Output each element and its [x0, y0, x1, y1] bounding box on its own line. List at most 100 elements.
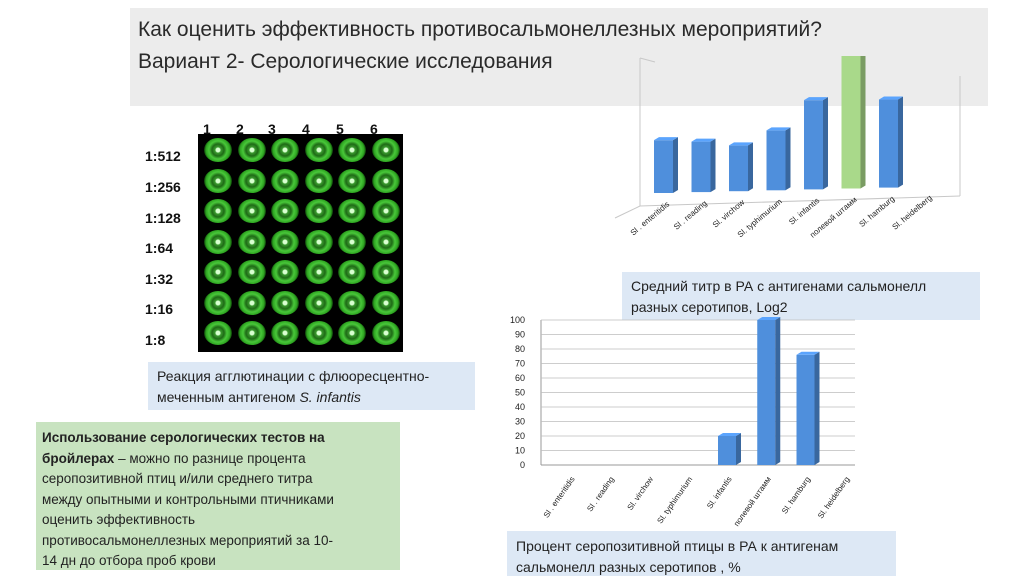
chart2-bar [718, 433, 741, 465]
chart-mean-titer: Sl . enteritidis Sl . reading Sl. virchowS… [614, 56, 961, 240]
chart2-ytick-label: 30 [515, 417, 525, 427]
plate-caption-line2: меченным антигеном S. infantis [157, 387, 466, 408]
plate-row-label: 1:256 [145, 179, 181, 195]
plate-well [271, 229, 299, 254]
plate-column-label: 1 [203, 121, 211, 137]
plate-well [304, 321, 333, 345]
plate-well [204, 290, 232, 315]
plate-well [237, 168, 266, 193]
info-line: бройлерах – можно по разнице процента [42, 449, 394, 470]
plate-well [237, 290, 266, 315]
slide-subtitle: Вариант 2- Серологические исследования [138, 50, 553, 73]
chart2-category-label: Sl. heidelberg [816, 475, 851, 520]
info-line: противосальмонеллезных мероприятий за 10… [42, 532, 334, 548]
chart1-bar [654, 137, 678, 193]
plate-well [204, 321, 232, 345]
chart2-category-label: Sl. infantis [705, 475, 734, 510]
chart1-category-label: Sl. virchow [711, 198, 747, 230]
chart1-category-label: Sl. heidelberg [891, 193, 934, 231]
plate-well [304, 290, 333, 315]
info-line: серопозитивной птиц и/или среднего титра [42, 471, 313, 486]
plate-well [204, 138, 232, 162]
chart2-ytick-label: 60 [515, 373, 525, 383]
chart2-category-label: полевой штамм [732, 475, 773, 528]
plate-well [237, 199, 266, 223]
plate-well [237, 138, 266, 162]
info-line: Использование серологических тестов на [42, 428, 394, 449]
plate-row-label: 1:8 [145, 332, 166, 348]
plate-well [304, 260, 333, 284]
chart2-ytick-label: 80 [515, 344, 525, 354]
chart2-bar [796, 351, 820, 465]
chart1-bar [804, 97, 828, 190]
info-text: – можно по разнице процента [114, 450, 306, 466]
plate-well [371, 260, 400, 284]
plate-column-label: 2 [236, 121, 244, 137]
chart2-ytick-label: 0 [520, 460, 525, 470]
plate-well [204, 260, 232, 284]
plate-well [338, 260, 366, 284]
chart2-category-label: Sl. hamburg [780, 475, 812, 516]
plate-well [204, 168, 232, 193]
plate-well [237, 229, 266, 254]
plate-well [338, 229, 366, 254]
plate-column-numbers: 1 2 3 4 5 6 [198, 121, 403, 139]
chart1-frame [614, 57, 961, 219]
plate-well [338, 138, 366, 162]
plate-row-label: 1:16 [145, 301, 174, 317]
plate-well [371, 229, 400, 254]
chart1-bar [879, 96, 903, 188]
info-bold: Использование серологических тестов на [42, 430, 325, 445]
chart2-category-label: Sl . enteritidis [542, 475, 577, 520]
chart2-ytick-label: 20 [515, 431, 525, 441]
chart2-caption-line1: Процент серопозитивной птицы в РА к анти… [516, 538, 839, 554]
slide-title: Как оценить эффективность противосальмон… [138, 18, 822, 41]
chart2-caption-line2: сальмонелл разных серотипов , % [516, 559, 741, 575]
plate-column-label: 6 [370, 121, 378, 137]
plate-well [371, 138, 400, 162]
plate-well [338, 199, 366, 223]
info-line: оценить эффективность [42, 512, 196, 527]
chart2-category-label: Sl. virchow [626, 475, 656, 512]
chart2-ytick-label: 40 [515, 402, 525, 412]
chart1-bar [729, 142, 753, 192]
plate-well [237, 260, 266, 284]
info-line: между опытными и контрольными птичниками [42, 491, 334, 507]
plate-well [338, 168, 366, 193]
info-bold: бройлерах [42, 450, 115, 466]
plate-caption: Реакция агглютинации с флюоресцентно- ме… [148, 362, 475, 410]
chart2-ytick-label: 70 [515, 359, 525, 369]
chart2-category-label: Sl. typhimurium [655, 475, 694, 526]
plate-caption-antigen: S. infantis [299, 389, 361, 405]
chart1-caption-line1: Средний титр в РА с антигенами сальмонел… [631, 278, 927, 294]
plate-well [204, 199, 232, 223]
chart2-caption: Процент серопозитивной птицы в РА к анти… [507, 531, 896, 576]
plate-well [371, 321, 400, 345]
plate-well [271, 321, 299, 345]
plate-well [237, 321, 266, 345]
plate-row-label: 1:512 [145, 148, 181, 164]
info-line: 14 дн до отбора проб крови [42, 553, 216, 568]
chart1-caption: Средний титр в РА с антигенами сальмонел… [622, 272, 980, 320]
chart1-bar [841, 56, 866, 189]
plate-well [271, 199, 299, 223]
plate-row-label: 1:64 [145, 240, 174, 256]
chart1-bar [766, 127, 791, 191]
plate-well [304, 199, 333, 223]
plate-column-label: 5 [336, 121, 344, 137]
plate-column-label: 4 [302, 121, 310, 137]
plate-well [338, 290, 366, 315]
info-box: Использование серологических тестов на б… [36, 422, 400, 570]
plate-caption-line1: Реакция агглютинации с флюоресцентно- [157, 368, 430, 384]
plate-well [304, 168, 333, 193]
plate-well [371, 168, 400, 193]
plate-well [204, 229, 232, 254]
plate-well [271, 260, 299, 284]
plate-well [304, 229, 333, 254]
plate-well [271, 290, 299, 315]
chart1-bar [691, 138, 716, 193]
chart1-category-label: Sl . reading [672, 199, 709, 232]
chart1-caption-line2: разных серотипов, Log2 [631, 299, 788, 315]
chart2-ytick-label: 100 [510, 315, 525, 325]
